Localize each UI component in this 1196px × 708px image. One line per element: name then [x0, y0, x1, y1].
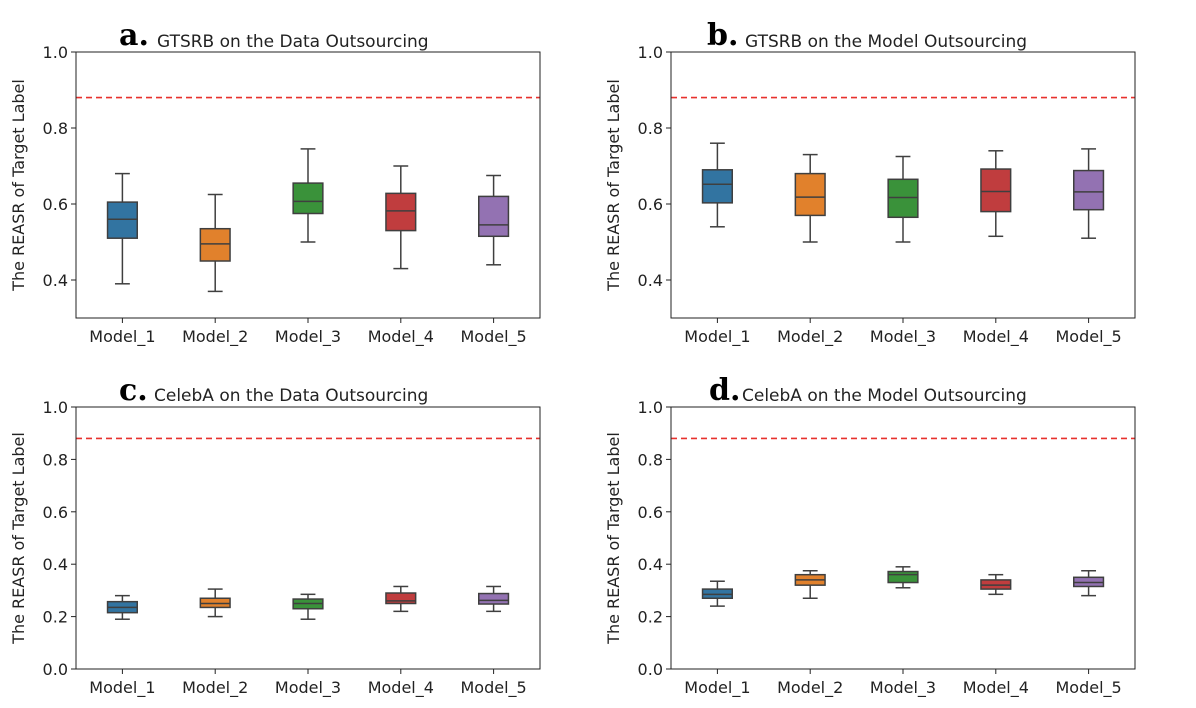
y-tick-label: 1.0 [638, 43, 663, 62]
y-tick-label: 0.6 [638, 503, 663, 522]
box-model-5 [478, 585, 510, 613]
box-body [1073, 169, 1105, 211]
x-tick-label: Model_2 [777, 678, 843, 698]
box-body [199, 227, 231, 262]
box-model-4 [980, 150, 1012, 238]
y-axis-label: The REASR of Target Label [604, 79, 623, 292]
y-tick-label: 0.4 [638, 555, 663, 574]
box-body [701, 169, 733, 204]
box-model-2 [794, 570, 826, 600]
box-model-2 [199, 193, 231, 293]
chart-title: GTSRB on the Model Outsourcing [745, 32, 1027, 52]
box-body [794, 172, 826, 217]
x-tick-label: Model_3 [870, 678, 936, 698]
x-tick-label: Model_5 [1055, 678, 1121, 698]
plot-frame [75, 406, 541, 670]
box-model-4 [385, 165, 417, 270]
y-tick-label: 0.0 [638, 660, 663, 679]
box-model-3 [292, 148, 324, 243]
box-body [478, 592, 510, 605]
x-tick-label: Model_3 [870, 327, 936, 347]
box-model-1 [106, 594, 138, 620]
chart-title: CelebA on the Data Outsourcing [154, 386, 428, 406]
plot-frame [670, 406, 1136, 670]
chart-panel-4: 0.0 0.2 0.4 0.6 0.8 1.0 Model_1 Model_2 Model_3 M… [604, 373, 1136, 698]
x-tick-label: Model_3 [275, 678, 341, 698]
box-model-5 [1073, 570, 1105, 597]
x-tick-label: Model_2 [777, 327, 843, 347]
chart-panel-3: 0.0 0.2 0.4 0.6 0.8 1.0 Model_1 Model_2 Model_3 M… [9, 373, 541, 698]
box-body [887, 178, 919, 219]
box-body [106, 201, 138, 239]
y-tick-label: 0.8 [43, 450, 68, 469]
x-tick-label: Model_5 [460, 327, 526, 347]
y-tick-label: 0.4 [43, 555, 68, 574]
y-tick-label: 1.0 [43, 398, 68, 417]
x-tick-label: Model_1 [684, 327, 750, 347]
y-tick-label: 0.2 [43, 608, 68, 627]
y-tick-label: 0.8 [638, 119, 663, 138]
chart-panel-2: 0.4 0.6 0.8 1.0 Model_1 Model_2 Model_3 Model_4… [604, 18, 1136, 347]
box-model-4 [385, 585, 417, 613]
x-tick-label: Model_1 [89, 678, 155, 698]
panel-letter: d. [709, 373, 740, 408]
box-body [385, 192, 417, 232]
box-body [887, 570, 919, 584]
box-model-1 [106, 172, 138, 285]
y-tick-label: 0.0 [43, 660, 68, 679]
chart-title: CelebA on the Model Outsourcing [742, 386, 1027, 406]
panel-letter: a. [119, 18, 149, 53]
y-tick-label: 1.0 [638, 398, 663, 417]
y-tick-label: 0.6 [43, 503, 68, 522]
box-model-2 [794, 153, 826, 243]
y-tick-label: 1.0 [43, 43, 68, 62]
y-tick-label: 0.6 [43, 195, 68, 214]
box-model-3 [887, 566, 919, 589]
chart-panel-1: 0.4 0.6 0.8 1.0 Model_1 Model_2 Model_3 Model_4… [9, 18, 541, 347]
x-tick-label: Model_1 [684, 678, 750, 698]
box-model-1 [701, 580, 733, 607]
chart-title: GTSRB on the Data Outsourcing [157, 32, 429, 52]
box-model-3 [887, 155, 919, 243]
box-model-3 [292, 593, 324, 620]
panel-letter: b. [707, 18, 738, 53]
x-tick-label: Model_4 [963, 327, 1029, 347]
y-tick-label: 0.4 [43, 271, 68, 290]
x-tick-label: Model_1 [89, 327, 155, 347]
box-body [980, 168, 1012, 213]
x-tick-label: Model_3 [275, 327, 341, 347]
box-model-5 [1073, 148, 1105, 239]
box-body [478, 195, 510, 238]
x-tick-label: Model_5 [460, 678, 526, 698]
x-tick-label: Model_5 [1055, 327, 1121, 347]
y-axis-label: The REASR of Target Label [604, 432, 623, 645]
y-tick-label: 0.8 [638, 450, 663, 469]
y-tick-label: 0.2 [638, 608, 663, 627]
box-model-1 [701, 142, 733, 228]
y-axis-label: The REASR of Target Label [9, 79, 28, 292]
box-body [292, 182, 324, 215]
box-body [385, 592, 417, 605]
x-tick-label: Model_4 [368, 678, 434, 698]
box-model-5 [478, 174, 510, 266]
y-axis-label: The REASR of Target Label [9, 432, 28, 645]
y-tick-label: 0.8 [43, 119, 68, 138]
box-model-4 [980, 573, 1012, 596]
panel-letter: c. [119, 373, 148, 408]
y-tick-label: 0.4 [638, 271, 663, 290]
x-tick-label: Model_2 [182, 678, 248, 698]
box-model-2 [199, 588, 231, 618]
x-tick-label: Model_2 [182, 327, 248, 347]
x-tick-label: Model_4 [368, 327, 434, 347]
y-tick-label: 0.6 [638, 195, 663, 214]
x-tick-label: Model_4 [963, 678, 1029, 698]
